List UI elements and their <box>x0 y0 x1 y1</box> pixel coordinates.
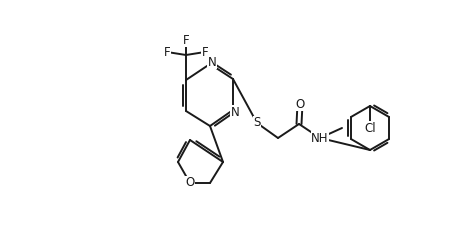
Text: Cl: Cl <box>364 122 375 134</box>
Text: N: N <box>207 55 216 69</box>
Text: N: N <box>230 105 239 119</box>
Text: O: O <box>295 98 304 110</box>
Text: F: F <box>163 45 170 59</box>
Text: S: S <box>253 116 260 129</box>
Text: F: F <box>201 45 208 59</box>
Text: NH: NH <box>311 132 328 144</box>
Text: F: F <box>182 34 189 46</box>
Text: O: O <box>185 177 194 189</box>
